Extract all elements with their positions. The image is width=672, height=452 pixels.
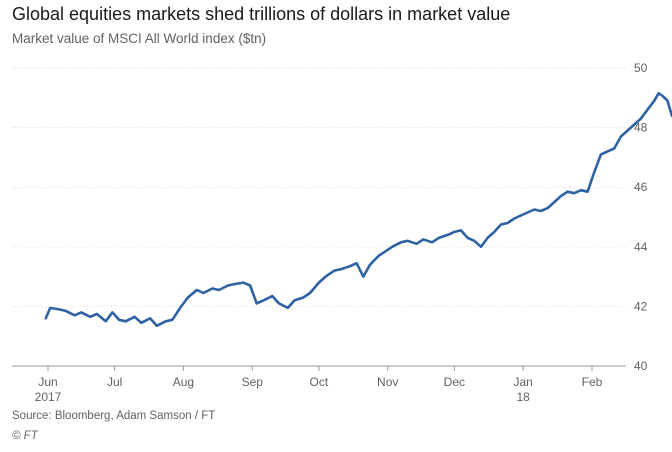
x-tick-label: Jul (107, 375, 122, 389)
chart-title: Global equities markets shed trillions o… (12, 4, 511, 24)
y-tick-label: 50 (634, 61, 648, 75)
y-tick-label: 44 (634, 240, 648, 254)
x-tick-label: Oct (310, 375, 329, 389)
y-tick-label: 48 (634, 121, 648, 135)
x-tick-label: Feb (582, 375, 603, 389)
series-layer (44, 92, 672, 328)
x-tick-label: Jan (513, 375, 532, 389)
x-tick-label: Jun (38, 375, 57, 389)
x-tick-label: Sep (242, 375, 264, 389)
x-tick-sublabel: 2017 (35, 390, 62, 404)
series-line (44, 92, 672, 328)
source-note: Source: Bloomberg, Adam Samson / FT (12, 410, 216, 422)
chart-subtitle: Market value of MSCI All World index ($t… (12, 31, 267, 46)
x-tick-sublabel: 18 (516, 390, 530, 404)
x-tick-label: Nov (377, 375, 398, 389)
y-tick-label: 40 (634, 359, 648, 373)
x-tick-label: Dec (444, 375, 465, 389)
y-axis: 40 42 44 46 48 50 (634, 61, 648, 373)
y-tick-label: 42 (634, 299, 648, 313)
x-tick-label: Aug (173, 375, 194, 389)
copyright-note: © FT (12, 430, 38, 442)
y-tick-label: 46 (634, 180, 648, 194)
